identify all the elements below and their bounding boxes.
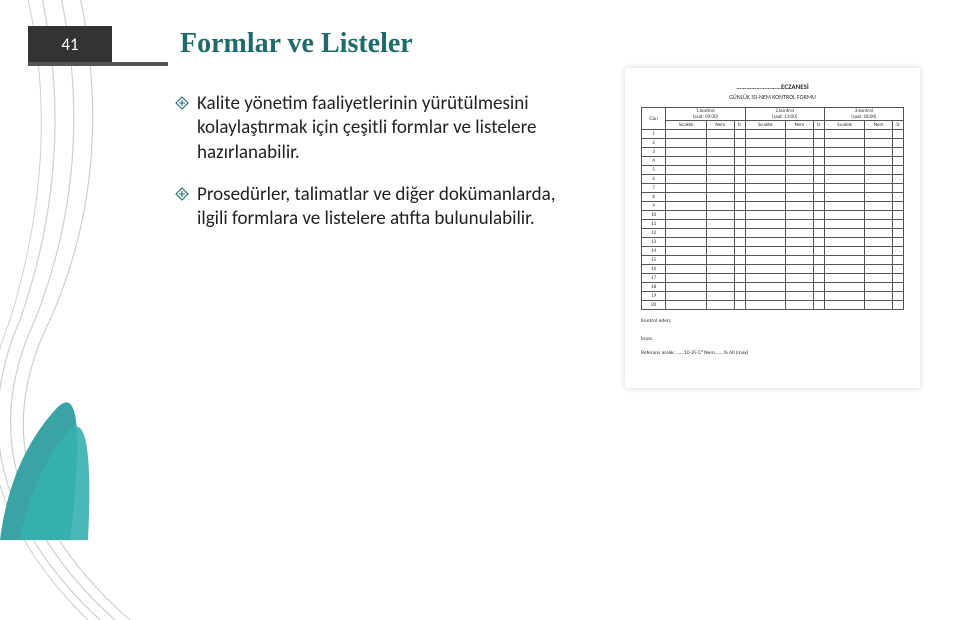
bullet-item: Kalite yönetim faaliyetlerinin yürütülme… (175, 92, 575, 165)
form-title: GÜNLÜK ISI-NEM KONTROL FORMU (641, 93, 904, 101)
page-number-box: 41 (28, 26, 112, 62)
diamond-bullet-icon (175, 96, 189, 110)
body-content: Kalite yönetim faaliyetlerinin yürütülme… (175, 92, 575, 250)
form-table: Gün 1.kontrol(saat: 09:00) 2.kontrol(saa… (641, 107, 904, 310)
leaf-accent (0, 340, 120, 540)
form-image: ………………………ECZANESİ GÜNLÜK ISI-NEM KONTROL… (625, 68, 920, 388)
form-footer-3: Referans aralık: ……10-25 C° Nem…….% 60 (… (641, 350, 904, 356)
form-col-first: Gün (642, 108, 666, 130)
form-footer-2: İmza: (641, 336, 904, 342)
form-footer-1: Kontrol eden: (641, 318, 904, 324)
bullet-text: Prosedürler, talimatlar ve diğer doküman… (197, 183, 555, 230)
form-top-label: ………………………ECZANESİ (641, 82, 904, 91)
bullet-item: Prosedürler, talimatlar ve diğer doküman… (175, 183, 575, 232)
page-number: 41 (61, 34, 78, 55)
bullet-text: Kalite yönetim faaliyetlerinin yürütülme… (197, 92, 536, 164)
diamond-bullet-icon (175, 187, 189, 201)
slide-title: Formlar ve Listeler (180, 28, 413, 60)
page-number-underline (28, 62, 168, 66)
